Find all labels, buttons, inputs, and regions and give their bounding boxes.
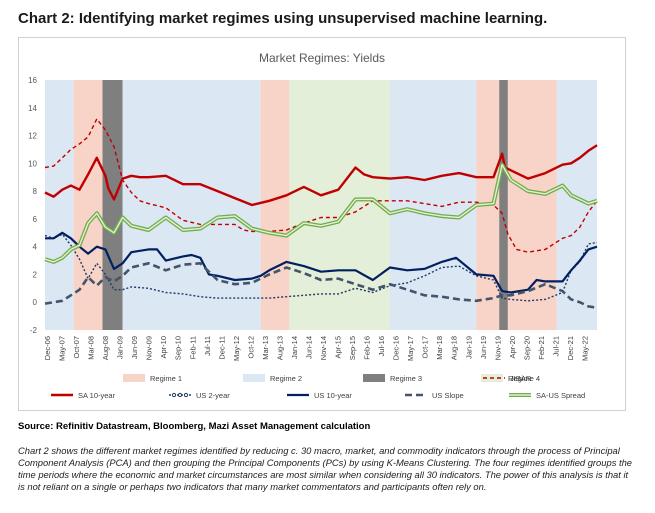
legend-label: Regime 3 bbox=[390, 374, 422, 383]
legend-label: SA 10-year bbox=[78, 391, 116, 400]
y-tick-label: 8 bbox=[33, 187, 38, 196]
x-tick-label: Aug-08 bbox=[101, 336, 110, 360]
x-tick-label: Jul-21 bbox=[551, 336, 560, 356]
regimes-chart: Market Regimes: Yields -2 0 2 4 6 8 10 12 14 16 D… bbox=[28, 51, 598, 400]
regime-band-6 bbox=[289, 80, 390, 330]
legend-swatch bbox=[123, 374, 145, 382]
y-tick-label: -2 bbox=[30, 326, 38, 335]
x-tick-label: Jan-09 bbox=[116, 336, 125, 359]
x-tick-label: Jun-09 bbox=[130, 336, 139, 359]
legend-label: SA-US Spread bbox=[536, 391, 585, 400]
legend-item-sa-10-year: SA 10-year bbox=[51, 391, 116, 400]
legend-label: US 10-year bbox=[314, 391, 352, 400]
legend-label: Regime 2 bbox=[270, 374, 302, 383]
y-axis-ticks: -2 0 2 4 6 8 10 12 14 16 bbox=[28, 76, 37, 335]
regime-band-7 bbox=[390, 80, 477, 330]
x-tick-label: Feb-11 bbox=[188, 336, 197, 359]
y-tick-label: 4 bbox=[33, 243, 38, 252]
x-tick-label: Oct-12 bbox=[246, 336, 255, 359]
x-tick-label: Oct-17 bbox=[421, 336, 430, 359]
x-tick-label: Jul-16 bbox=[377, 336, 386, 356]
chart-heading: Chart 2: Identifying market regimes usin… bbox=[18, 10, 548, 27]
x-tick-label: Mar-13 bbox=[261, 336, 270, 360]
series-lines bbox=[44, 118, 598, 310]
chart-container: Market Regimes: Yields -2 0 2 4 6 8 10 12 14 16 D… bbox=[18, 37, 626, 411]
x-tick-label: Feb-16 bbox=[363, 336, 372, 360]
x-tick-label: Aug-18 bbox=[450, 336, 459, 360]
x-tick-label: Apr-15 bbox=[334, 336, 343, 359]
x-tick-label: May-12 bbox=[232, 336, 241, 361]
legend-item-us-slope: US Slope bbox=[405, 391, 464, 400]
regime-band-2 bbox=[73, 80, 103, 330]
series-line-jibar bbox=[44, 118, 598, 253]
legend-label: US 2-year bbox=[196, 391, 230, 400]
regime-band-3 bbox=[102, 80, 123, 330]
legend-item-sa-us-spread: SA-US Spread bbox=[509, 391, 585, 400]
x-tick-label: Mar-08 bbox=[87, 336, 96, 360]
series-line-sa-us-spread bbox=[44, 163, 598, 263]
regime-band-4 bbox=[122, 80, 261, 330]
x-tick-label: Dec-11 bbox=[217, 336, 226, 360]
legend-label: Regime 1 bbox=[150, 374, 182, 383]
chart-description: Chart 2 shows the different market regim… bbox=[18, 445, 633, 492]
legend-label: US Slope bbox=[432, 391, 464, 400]
regime-band-5 bbox=[260, 80, 290, 330]
x-tick-label: Jun-19 bbox=[479, 336, 488, 359]
legend-swatch bbox=[243, 374, 265, 382]
x-tick-label: Apr-20 bbox=[508, 336, 517, 359]
x-tick-label: Sep-20 bbox=[522, 336, 531, 360]
x-tick-label: May-07 bbox=[58, 336, 67, 361]
x-tick-label: Nov-19 bbox=[493, 336, 502, 360]
series-line-us-10-year bbox=[45, 231, 598, 294]
regime-band-9 bbox=[499, 80, 508, 330]
series-line-sa-10-year bbox=[44, 144, 598, 207]
x-tick-label: Dec-06 bbox=[43, 336, 52, 360]
x-tick-label: Nov-14 bbox=[319, 336, 328, 360]
y-tick-label: 12 bbox=[28, 132, 37, 141]
y-tick-label: 6 bbox=[33, 215, 38, 224]
chart-title: Market Regimes: Yields bbox=[259, 51, 385, 65]
x-tick-label: Jun-14 bbox=[304, 336, 313, 359]
x-tick-label: Sep-10 bbox=[174, 336, 183, 360]
x-tick-label: Sep-15 bbox=[348, 336, 357, 360]
x-tick-label: Nov-09 bbox=[145, 336, 154, 360]
regime-band-1 bbox=[45, 80, 74, 330]
legend-label: Regime 4 bbox=[508, 374, 540, 383]
legend-item-regime-1: Regime 1 bbox=[123, 374, 182, 383]
y-tick-label: 0 bbox=[33, 298, 38, 307]
x-axis-ticks: Dec-06 May-07 Oct-07 Mar-08 Aug-08 Jan-09 Jun-… bbox=[43, 336, 589, 361]
legend-item-regime-2: Regime 2 bbox=[243, 374, 302, 383]
x-tick-label: Dec-16 bbox=[392, 336, 401, 360]
x-tick-label: May-22 bbox=[580, 336, 589, 361]
x-tick-label: Aug-13 bbox=[275, 336, 284, 360]
x-tick-label: May-17 bbox=[406, 336, 415, 361]
legend-item-regime-3: Regime 3 bbox=[363, 374, 422, 383]
series-line-us-2-year bbox=[44, 233, 598, 302]
x-tick-label: Dec-21 bbox=[566, 336, 575, 360]
x-tick-label: Oct-07 bbox=[72, 336, 81, 359]
y-tick-label: 10 bbox=[28, 159, 37, 168]
legend-item-jibar: JIBAR bbox=[483, 374, 532, 383]
y-tick-label: 14 bbox=[28, 104, 37, 113]
legend-item-us-2-year: US 2-year bbox=[169, 391, 230, 400]
legend-item-us-10-year: US 10-year bbox=[287, 391, 352, 400]
x-tick-label: Jul-11 bbox=[203, 336, 212, 356]
x-tick-label: Jan-19 bbox=[464, 336, 473, 359]
y-tick-label: 16 bbox=[28, 76, 37, 85]
x-tick-label: Apr-10 bbox=[159, 336, 168, 359]
x-tick-label: Jan-14 bbox=[290, 336, 299, 359]
y-tick-label: 2 bbox=[33, 270, 38, 279]
source-note: Source: Refinitiv Datastream, Bloomberg,… bbox=[18, 421, 371, 432]
legend-swatch bbox=[363, 374, 385, 382]
x-tick-label: Feb-21 bbox=[537, 336, 546, 360]
legend-label: JIBAR bbox=[510, 374, 532, 383]
x-tick-label: Mar-18 bbox=[435, 336, 444, 360]
